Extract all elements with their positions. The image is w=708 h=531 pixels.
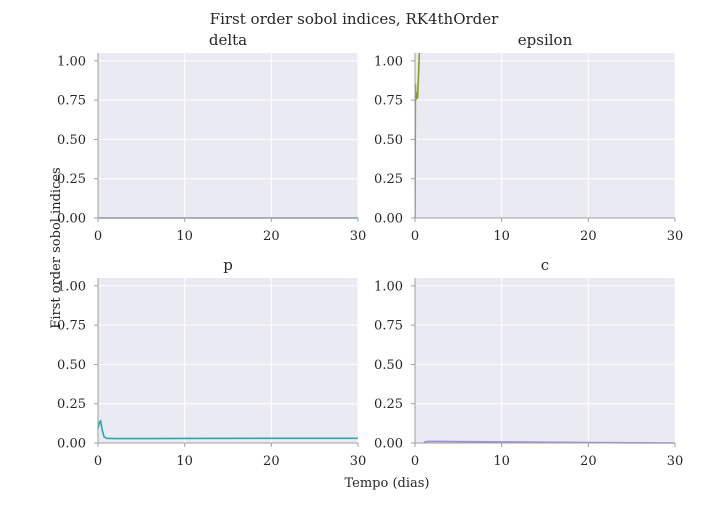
x-tick-label: 10 xyxy=(176,229,193,244)
x-tick-label: 0 xyxy=(411,229,419,244)
y-tick-label: 0.25 xyxy=(57,172,86,187)
y-tick-label: 0.00 xyxy=(57,437,86,452)
y-tick-label: 0.50 xyxy=(57,358,86,373)
x-tick-label: 0 xyxy=(94,229,102,244)
x-tick-label: 20 xyxy=(263,229,280,244)
y-tick-label: 0.50 xyxy=(374,358,403,373)
plot-background xyxy=(415,278,675,443)
subplot-epsilon: 0 10 20 30 0.00 0.25 0.50 0.75 1.00 epsilon xyxy=(374,31,683,244)
figure-xlabel: Tempo (dias) xyxy=(344,476,429,491)
y-tick-label: 0.00 xyxy=(57,212,86,227)
y-tick-label: 1.00 xyxy=(57,279,86,294)
y-tick-label: 0.25 xyxy=(374,397,403,412)
y-tick-label: 0.00 xyxy=(374,437,403,452)
y-tick-label: 1.00 xyxy=(374,54,403,69)
figure-ylabel: First order sobol indices xyxy=(49,167,64,328)
y-tick-label: 0.75 xyxy=(374,94,403,109)
subplot-c: 0 10 20 30 0.00 0.25 0.50 0.75 1.00 c xyxy=(374,256,683,469)
y-tick-label: 1.00 xyxy=(57,54,86,69)
y-tick-label: 0.75 xyxy=(57,319,86,334)
y-tick-label: 0.25 xyxy=(57,397,86,412)
subplot-title: epsilon xyxy=(518,31,573,49)
x-tick-label: 30 xyxy=(667,454,684,469)
subplot-title: c xyxy=(541,256,549,274)
x-tick-label: 20 xyxy=(580,454,597,469)
y-tick-label: 0.00 xyxy=(374,212,403,227)
plot-background xyxy=(98,278,358,443)
x-tick-label: 20 xyxy=(263,454,280,469)
y-tick-label: 0.50 xyxy=(374,133,403,148)
subplot-p: 0 10 20 30 0.00 0.25 0.50 0.75 1.00 p xyxy=(57,256,366,469)
series-line-p xyxy=(98,419,358,440)
x-tick-label: 0 xyxy=(411,454,419,469)
x-tick-label: 0 xyxy=(94,454,102,469)
x-tick-label: 30 xyxy=(667,229,684,244)
y-tick-label: 0.25 xyxy=(374,172,403,187)
subplot-delta: 0 10 20 30 0.00 0.25 0.50 0.75 1.00 delta xyxy=(57,31,366,244)
y-tick-label: 0.75 xyxy=(374,319,403,334)
subplot-title: p xyxy=(223,256,233,274)
plot-background xyxy=(415,53,675,218)
plot-background xyxy=(98,53,358,218)
x-tick-label: 30 xyxy=(350,229,367,244)
x-tick-label: 20 xyxy=(580,229,597,244)
figure-title: First order sobol indices, RK4thOrder xyxy=(210,10,499,28)
x-tick-label: 10 xyxy=(176,454,193,469)
y-tick-label: 0.50 xyxy=(57,133,86,148)
x-tick-label: 10 xyxy=(493,229,510,244)
subplot-title: delta xyxy=(209,31,247,49)
x-tick-label: 10 xyxy=(493,454,510,469)
y-tick-label: 1.00 xyxy=(374,279,403,294)
y-tick-label: 0.75 xyxy=(57,94,86,109)
x-tick-label: 30 xyxy=(350,454,367,469)
